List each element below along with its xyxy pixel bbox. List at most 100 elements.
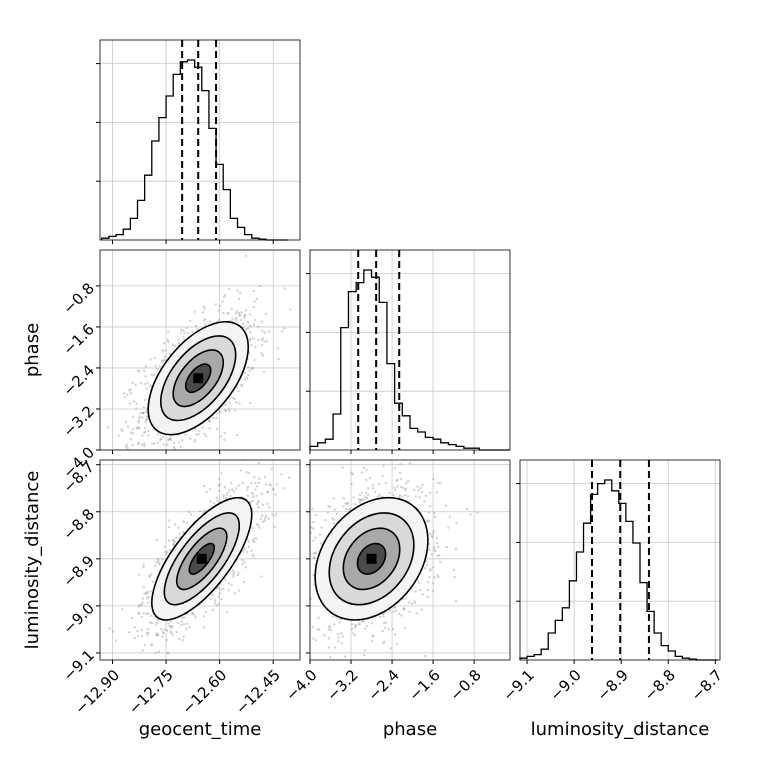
sample-point bbox=[303, 604, 305, 606]
sample-point bbox=[159, 438, 162, 442]
sample-point bbox=[209, 320, 212, 323]
x-tick-label: −1.6 bbox=[405, 666, 443, 704]
sample-point bbox=[392, 610, 396, 614]
sample-point bbox=[239, 453, 241, 455]
x-tick-label: −9.0 bbox=[546, 666, 584, 704]
sample-point bbox=[252, 289, 256, 293]
sample-point bbox=[283, 486, 286, 490]
sample-point bbox=[144, 365, 148, 368]
sample-point bbox=[191, 611, 194, 615]
sample-point bbox=[146, 628, 150, 631]
sample-point bbox=[237, 589, 241, 592]
sample-point bbox=[420, 608, 424, 611]
sample-point bbox=[168, 519, 171, 522]
sample-point bbox=[223, 294, 227, 297]
sample-point bbox=[156, 441, 159, 444]
sample-point bbox=[232, 396, 235, 400]
sample-point bbox=[313, 552, 317, 555]
sample-point bbox=[384, 626, 387, 629]
sample-point bbox=[216, 499, 219, 502]
sample-point bbox=[316, 627, 319, 631]
y-tick-label: −8.9 bbox=[60, 552, 98, 590]
sample-point bbox=[382, 641, 385, 644]
density-peak bbox=[193, 373, 204, 384]
sample-point bbox=[254, 482, 257, 485]
sample-point bbox=[250, 491, 253, 495]
sample-point bbox=[130, 616, 134, 620]
sample-point bbox=[382, 621, 386, 624]
sample-point bbox=[156, 618, 159, 622]
sample-point bbox=[305, 413, 307, 415]
sample-point bbox=[318, 628, 321, 632]
sample-point bbox=[378, 482, 381, 486]
sample-point bbox=[144, 410, 148, 413]
sample-point bbox=[247, 365, 250, 369]
sample-point bbox=[263, 476, 267, 479]
sample-point bbox=[149, 614, 152, 617]
sample-point bbox=[203, 485, 206, 488]
x-axis-title: geocent_time bbox=[139, 719, 262, 740]
sample-point bbox=[108, 627, 111, 630]
sample-point bbox=[145, 592, 148, 595]
sample-point bbox=[144, 375, 147, 378]
sample-point bbox=[145, 387, 148, 390]
sample-point bbox=[417, 581, 421, 584]
sample-point bbox=[128, 631, 131, 634]
sample-point bbox=[318, 533, 322, 536]
sample-point bbox=[232, 575, 235, 578]
sample-point bbox=[240, 311, 243, 314]
sample-point bbox=[192, 613, 196, 616]
sample-point bbox=[332, 497, 335, 500]
sample-point bbox=[268, 483, 271, 486]
sample-point bbox=[454, 600, 458, 603]
x-tick-label: −2.4 bbox=[364, 666, 402, 704]
sample-point bbox=[304, 613, 306, 615]
sample-point bbox=[370, 622, 374, 625]
sample-point bbox=[193, 440, 196, 444]
sample-point bbox=[236, 434, 239, 437]
sample-point bbox=[162, 435, 165, 439]
sample-point bbox=[251, 367, 255, 370]
sample-point bbox=[222, 295, 226, 299]
sample-point bbox=[217, 318, 221, 322]
sample-point bbox=[166, 651, 169, 654]
sample-point bbox=[265, 339, 269, 343]
sample-point bbox=[154, 623, 158, 626]
sample-point bbox=[248, 401, 252, 405]
sample-point bbox=[283, 287, 286, 290]
sample-point bbox=[138, 369, 141, 373]
sample-point bbox=[405, 487, 408, 490]
sample-point bbox=[402, 608, 405, 611]
sample-point bbox=[142, 566, 145, 569]
sample-point bbox=[243, 313, 247, 317]
sample-point bbox=[186, 622, 189, 625]
sample-point bbox=[247, 374, 250, 377]
sample-point bbox=[378, 493, 381, 496]
sample-point bbox=[435, 491, 438, 494]
sample-point bbox=[241, 558, 244, 562]
sample-point bbox=[340, 642, 343, 645]
sample-point bbox=[222, 587, 225, 590]
sample-point bbox=[152, 373, 156, 377]
sample-point bbox=[395, 609, 398, 612]
sample-point bbox=[171, 538, 175, 542]
sample-point bbox=[196, 328, 199, 331]
sample-point bbox=[141, 649, 144, 652]
sample-point bbox=[324, 519, 327, 522]
sample-point bbox=[261, 503, 265, 506]
sample-point bbox=[136, 369, 140, 372]
sample-point bbox=[177, 339, 180, 342]
sample-point bbox=[428, 548, 431, 552]
sample-point bbox=[156, 367, 159, 370]
sample-point bbox=[235, 487, 238, 490]
sample-point bbox=[132, 415, 135, 419]
histogram-step bbox=[101, 59, 288, 241]
sample-point bbox=[420, 490, 424, 494]
sample-point bbox=[249, 330, 252, 334]
sample-point bbox=[252, 323, 256, 326]
sample-point bbox=[426, 595, 429, 599]
sample-point bbox=[230, 307, 233, 311]
sample-point bbox=[271, 513, 274, 516]
histogram-step bbox=[309, 269, 510, 451]
sample-point bbox=[423, 500, 426, 503]
